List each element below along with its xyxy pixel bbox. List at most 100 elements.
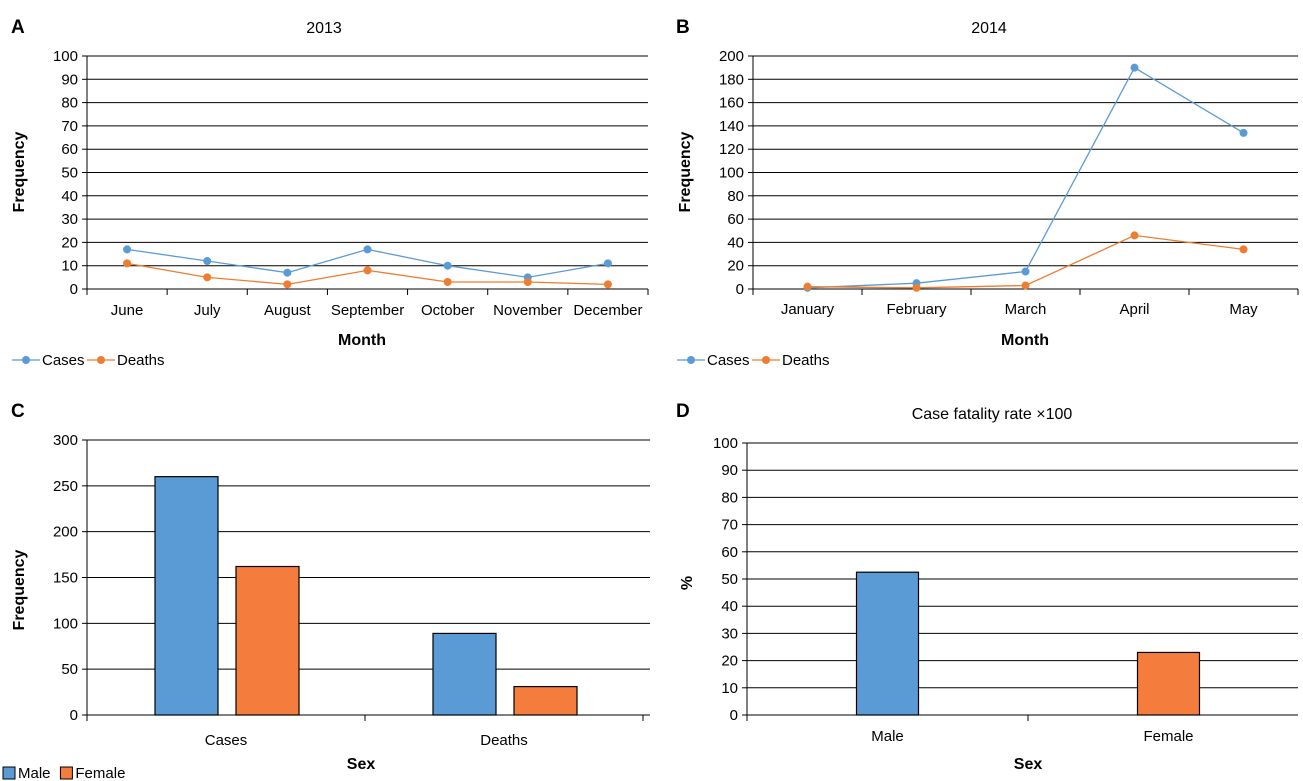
panel-a-deaths-data-point bbox=[123, 259, 132, 268]
panel-d-y-tick-label: 100 bbox=[713, 435, 738, 452]
panel-b-x-tick-label: May bbox=[1229, 301, 1258, 318]
panel-a-y-tick-label: 90 bbox=[61, 71, 78, 88]
panel-b-title: 2014 bbox=[971, 20, 1007, 37]
panel-b-x-tick-label: April bbox=[1119, 301, 1149, 318]
panel-a-cases-data-point bbox=[363, 245, 372, 254]
panel-a-y-tick-label: 50 bbox=[61, 165, 78, 182]
panel-b-deaths-data-point bbox=[912, 283, 921, 292]
panel-a-y-tick-label: 20 bbox=[61, 234, 78, 251]
panel-b-legend-deaths-marker bbox=[762, 356, 770, 364]
panel-letter-d: D bbox=[676, 401, 690, 422]
panel-a-cases-data-point bbox=[443, 261, 452, 270]
panel-d-y-tick-label: 80 bbox=[721, 489, 738, 506]
panel-c-legend-female-swatch bbox=[59, 766, 73, 780]
panel-a-cases-data-point bbox=[603, 259, 612, 268]
panel-c-y-tick-label: 150 bbox=[53, 570, 78, 587]
panel-a-x-tick-label: June bbox=[111, 302, 144, 319]
panel-a-deaths-data-point bbox=[283, 280, 292, 289]
panel-b-y-tick-label: 140 bbox=[719, 118, 744, 135]
panel-b-deaths-data-point bbox=[1239, 245, 1248, 254]
panel-a-y-tick-label: 10 bbox=[61, 258, 78, 275]
panel-b-y-tick-label: 40 bbox=[727, 234, 744, 251]
panel-d-y-tick-label: 20 bbox=[721, 653, 738, 670]
panel-a-deaths-data-point bbox=[443, 278, 452, 287]
panel-a-y-tick-label: 60 bbox=[61, 141, 78, 158]
panel-a: A 2013 Frequency Month 0 10 20 30 40 50 60 70 80… bbox=[11, 17, 649, 369]
panel-d-title: Case fatality rate ×100 bbox=[912, 406, 1073, 423]
panel-b-x-tick-label: January bbox=[781, 301, 835, 318]
panel-b-deaths-data-point bbox=[1021, 281, 1030, 290]
panel-b-x-tick-label: March bbox=[1005, 301, 1047, 318]
panel-c-legend-female-label: Female bbox=[75, 765, 125, 781]
panel-b-y-tick-label: 180 bbox=[719, 71, 744, 88]
panel-a-x-tick-label: July bbox=[194, 302, 221, 319]
panel-b-y-tick-label: 20 bbox=[727, 258, 744, 275]
panel-a-deaths-data-point bbox=[363, 266, 372, 275]
panel-d-y-tick-label: 0 bbox=[730, 707, 738, 724]
panel-b-legend-cases-label: Cases bbox=[707, 352, 750, 369]
panel-c-y-tick-label: 100 bbox=[53, 615, 78, 632]
panel-d-y-tick-label: 10 bbox=[721, 680, 738, 697]
panel-a-y-tick-label: 80 bbox=[61, 95, 78, 112]
panel-a-cases-data-point bbox=[283, 268, 292, 277]
panel-b-x-tick-label: February bbox=[886, 301, 947, 318]
panel-a-title: 2013 bbox=[306, 20, 342, 37]
panel-a-y-tick-label: 100 bbox=[53, 48, 78, 65]
panel-a-x-tick-label: December bbox=[573, 302, 642, 319]
panel-a-y-axis-label: Frequency bbox=[11, 131, 28, 212]
panel-d-y-tick-label: 90 bbox=[721, 462, 738, 479]
panel-c-x-axis-label: Sex bbox=[347, 756, 376, 773]
panel-c-y-tick-label: 50 bbox=[61, 661, 78, 678]
panel-letter-c: C bbox=[11, 401, 25, 422]
panel-d-x-axis-label: Sex bbox=[1014, 756, 1043, 773]
panel-b-y-axis-label: Frequency bbox=[677, 131, 694, 212]
panel-a-legend-cases-marker bbox=[22, 356, 30, 364]
panel-b-legend-deaths-label: Deaths bbox=[782, 352, 830, 369]
panel-d-y-tick-label: 70 bbox=[721, 517, 738, 534]
panel-c-legend: Male Female bbox=[2, 765, 125, 781]
panel-a-deaths-data-point bbox=[203, 273, 212, 282]
panel-b: B 2014 Frequency Month 0 20 40 60 80 100 120 14… bbox=[676, 17, 1299, 369]
panel-c-plot-area: 0 50 100 150 200 250 300 Cases Deaths bbox=[53, 432, 650, 749]
panel-d-y-tick-label: 40 bbox=[721, 598, 738, 615]
panel-b-cases-data-point bbox=[1021, 267, 1030, 276]
panel-a-plot-area: 0 10 20 30 40 50 60 70 80 90 100 June July August Sept… bbox=[53, 48, 649, 319]
panel-d-y-tick-label: 30 bbox=[721, 625, 738, 642]
panel-c: C Frequency Sex 0 50 100 150 200 250 300 Cases D… bbox=[2, 401, 650, 781]
panel-d-y-axis-label: % bbox=[679, 576, 696, 590]
panel-c-male-bar-cases bbox=[154, 476, 219, 716]
panel-b-y-tick-label: 120 bbox=[719, 141, 744, 158]
panel-c-x-tick-label: Cases bbox=[205, 732, 248, 749]
panel-c-y-tick-label: 0 bbox=[70, 707, 78, 724]
panel-b-plot-area: 0 20 40 60 80 100 120 140 160 180 200 January Februa… bbox=[719, 48, 1299, 318]
panel-b-y-tick-label: 60 bbox=[727, 211, 744, 228]
panel-c-male-bar-deaths bbox=[432, 632, 497, 716]
panel-b-deaths-series-line bbox=[807, 234, 1244, 289]
panel-a-cases-data-point bbox=[203, 257, 212, 266]
panel-d-bar-male bbox=[855, 571, 920, 716]
panel-b-y-tick-label: 0 bbox=[736, 281, 744, 298]
panel-c-female-bar-deaths bbox=[513, 685, 578, 716]
panel-a-x-axis-label: Month bbox=[338, 332, 386, 349]
panel-b-cases-series-line bbox=[807, 66, 1244, 289]
panel-a-deaths-data-point bbox=[603, 280, 612, 289]
panel-c-y-tick-label: 200 bbox=[53, 524, 78, 541]
panel-b-deaths-data-point bbox=[1130, 231, 1139, 240]
panel-a-cases-data-point bbox=[123, 245, 132, 254]
panel-letter-b: B bbox=[676, 17, 690, 38]
panel-d-bar-female bbox=[1136, 651, 1201, 716]
panel-a-legend-deaths-marker bbox=[97, 356, 105, 364]
panel-c-legend-male-swatch bbox=[2, 766, 16, 780]
panel-c-x-tick-label: Deaths bbox=[480, 732, 528, 749]
panel-a-legend-cases-label: Cases bbox=[42, 352, 85, 369]
panel-a-y-tick-label: 40 bbox=[61, 188, 78, 205]
panel-a-x-tick-label: October bbox=[421, 302, 474, 319]
panel-b-legend-cases-marker bbox=[687, 356, 695, 364]
panel-d-y-tick-label: 50 bbox=[721, 571, 738, 588]
panel-d-plot-area: 0 10 20 30 40 50 60 70 80 90 100 Male Female bbox=[713, 435, 1298, 745]
panel-c-legend-male-label: Male bbox=[18, 765, 51, 781]
panel-a-y-tick-label: 30 bbox=[61, 211, 78, 228]
panel-b-y-tick-label: 100 bbox=[719, 165, 744, 182]
panel-b-legend: Cases Deaths bbox=[677, 352, 830, 369]
